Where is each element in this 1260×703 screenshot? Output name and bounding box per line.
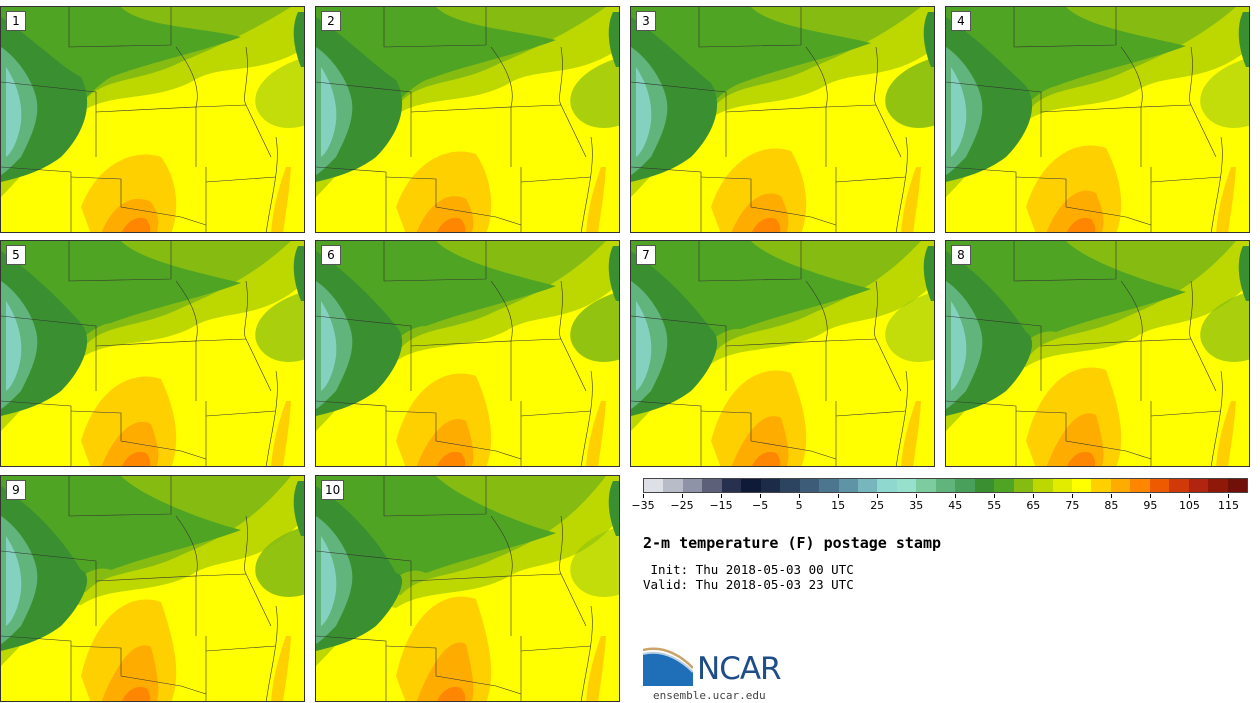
colorbar-tick-label: 105	[1178, 499, 1200, 512]
colorbar-tick-label: 55	[987, 499, 1002, 512]
colorbar-swatch	[663, 479, 683, 492]
ensemble-member-panel: 8	[945, 240, 1250, 467]
colorbar-tick	[721, 494, 723, 498]
colorbar-tick	[799, 494, 801, 498]
colorbar-swatch	[1110, 479, 1131, 492]
colorbar-tick	[1033, 494, 1035, 498]
colorbar-swatch	[682, 479, 703, 492]
colorbar-tick	[1150, 494, 1152, 498]
colorbar-swatch	[780, 479, 800, 492]
colorbar-swatch	[1208, 479, 1228, 492]
colorbar-tick-label: −5	[751, 499, 769, 512]
ensemble-member-panel: 1	[0, 6, 305, 233]
colorbar-tick	[1189, 494, 1191, 498]
colorbar-swatch	[955, 479, 975, 492]
member-number-label: 5	[6, 245, 26, 265]
colorbar-swatch	[1169, 479, 1189, 492]
colorbar-swatch	[1052, 479, 1072, 492]
member-number-label: 7	[636, 245, 656, 265]
colorbar-tick	[877, 494, 879, 498]
colorbar-ticks: −35 −25 −15 −5 5 15 25 35 45 55 65 75 85 95 105 115	[631, 494, 1248, 514]
colorbar-swatch	[857, 479, 878, 492]
colorbar-swatch	[1227, 479, 1248, 492]
ensemble-member-panel: 5	[0, 240, 305, 467]
colorbar-swatch	[1013, 479, 1034, 492]
colorbar-tick	[760, 494, 762, 498]
member-number-label: 9	[6, 480, 26, 500]
colorbar-tick	[1072, 494, 1074, 498]
ensemble-member-panel: 10	[315, 475, 620, 702]
colorbar-swatch	[994, 479, 1014, 492]
colorbar-tick	[955, 494, 957, 498]
member-number-label: 1	[6, 11, 26, 31]
ensemble-member-panel: 4	[945, 6, 1250, 233]
colorbar-swatch	[838, 479, 858, 492]
colorbar-tick-label: 5	[795, 499, 803, 512]
ensemble-member-panel: 3	[630, 6, 935, 233]
colorbar-swatch	[877, 479, 897, 492]
colorbar-swatch	[916, 479, 936, 492]
colorbar-tick-label: 115	[1217, 499, 1239, 512]
figure-title: 2-m temperature (F) postage stamp	[643, 534, 942, 552]
member-number-label: 6	[321, 245, 341, 265]
member-number-label: 4	[951, 11, 971, 31]
colorbar-tick	[643, 494, 644, 498]
colorbar-swatch	[721, 479, 742, 492]
ncar-logo-icon	[643, 647, 693, 686]
colorbar-tick	[1228, 494, 1230, 498]
colorbar-tick-label: −35	[631, 499, 655, 512]
colorbar-tick	[994, 494, 996, 498]
colorbar-tick-label: 95	[1143, 499, 1158, 512]
member-number-label: 8	[951, 245, 971, 265]
colorbar-swatch	[1188, 479, 1209, 492]
colorbar-swatch	[819, 479, 839, 492]
colorbar-tick-label: −15	[709, 499, 733, 512]
colorbar-tick-label: 85	[1104, 499, 1119, 512]
colorbar-tick-label: 75	[1065, 499, 1080, 512]
colorbar-tick	[916, 494, 918, 498]
colorbar-swatch	[1091, 479, 1111, 492]
temperature-colorbar	[643, 478, 1248, 493]
colorbar-swatch	[935, 479, 956, 492]
colorbar-swatch	[741, 479, 761, 492]
colorbar-swatch	[1071, 479, 1092, 492]
colorbar-tick	[1111, 494, 1113, 498]
colorbar-swatch	[896, 479, 917, 492]
colorbar-swatch	[702, 479, 722, 492]
init-time: Init: Thu 2018-05-03 00 UTC	[643, 562, 854, 577]
ensemble-member-panel: 6	[315, 240, 620, 467]
logo-wordmark: NCAR	[697, 651, 782, 687]
colorbar-swatch	[1033, 479, 1053, 492]
colorbar-swatch	[644, 479, 664, 492]
colorbar-tick-label: 35	[909, 499, 924, 512]
member-number-label: 10	[321, 480, 345, 500]
colorbar-tick-label: 65	[1026, 499, 1041, 512]
colorbar-tick-label: 45	[948, 499, 963, 512]
colorbar-tick	[682, 494, 684, 498]
colorbar-swatch	[1149, 479, 1170, 492]
colorbar-swatch	[1130, 479, 1150, 492]
colorbar-tick	[838, 494, 840, 498]
colorbar-tick-label: −25	[670, 499, 694, 512]
ensemble-member-panel: 9	[0, 475, 305, 702]
colorbar-tick-label: 25	[870, 499, 885, 512]
website-link[interactable]: ensemble.ucar.edu	[653, 689, 766, 702]
ensemble-member-panel: 7	[630, 240, 935, 467]
colorbar-swatch	[760, 479, 781, 492]
member-number-label: 2	[321, 11, 341, 31]
member-number-label: 3	[636, 11, 656, 31]
colorbar-swatch	[974, 479, 995, 492]
colorbar-swatch	[799, 479, 820, 492]
ensemble-member-panel: 2	[315, 6, 620, 233]
colorbar-tick-label: 15	[831, 499, 846, 512]
valid-time: Valid: Thu 2018-05-03 23 UTC	[643, 577, 854, 592]
